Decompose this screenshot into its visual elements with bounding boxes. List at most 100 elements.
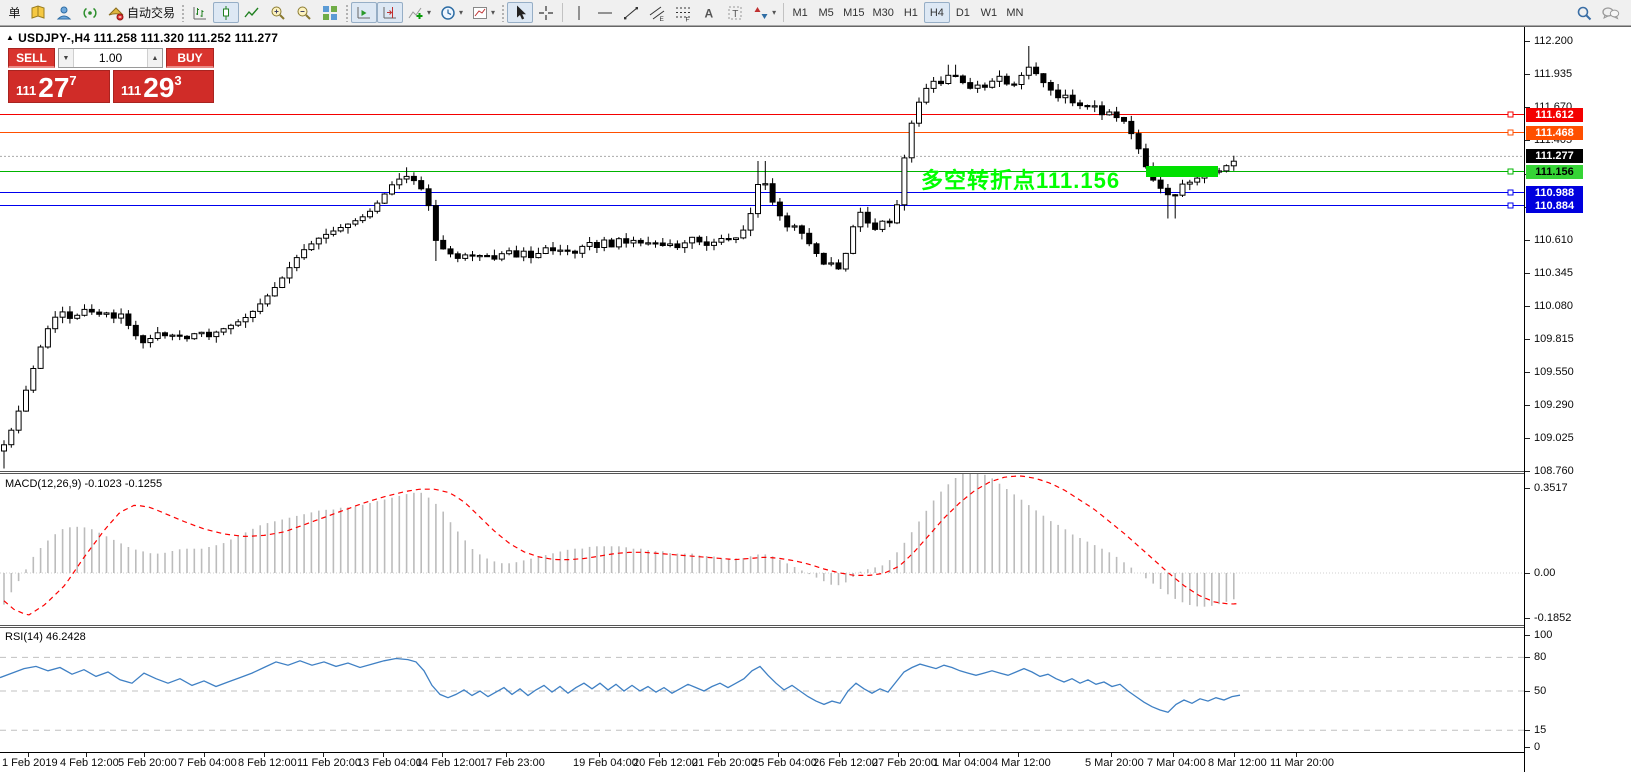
chart-shift-button[interactable] [377, 2, 404, 23]
candle-body [901, 157, 908, 206]
accounts-button[interactable] [51, 2, 77, 23]
candle-body [755, 184, 761, 215]
timeframe-m30[interactable]: M30 [872, 6, 894, 19]
price-tag: 111.156 [1526, 164, 1583, 179]
sell-price-big: 27 [38, 72, 70, 103]
volume-input[interactable]: 1.00 [98, 51, 123, 65]
history-center-button[interactable] [25, 2, 51, 23]
time-label: 19 Feb 04:00 [573, 757, 638, 769]
buy-button[interactable]: BUY [166, 48, 214, 68]
macd-pane[interactable] [0, 474, 1524, 625]
arrows-button[interactable]: ▾ [748, 2, 780, 23]
axis-label: 109.550 [1534, 366, 1574, 379]
text-button[interactable]: A [696, 2, 722, 23]
candle-body [769, 183, 776, 203]
bar-chart-button[interactable] [187, 2, 213, 23]
chat-button[interactable] [1597, 2, 1625, 23]
collapse-arrow-icon[interactable]: ▲ [6, 33, 15, 42]
bar-chart-icon [191, 4, 209, 22]
candle-body [132, 324, 139, 337]
candle-body [367, 210, 373, 218]
price-axis[interactable]: 112.200111.935111.670111.405111.140110.8… [1524, 27, 1631, 772]
timeframe-h4[interactable]: H4 [923, 2, 950, 23]
candlestick-chart-button[interactable] [213, 2, 240, 23]
candle-body [879, 220, 886, 230]
zoom-out-button[interactable] [291, 2, 317, 23]
axis-tick [1525, 618, 1530, 619]
timeframe-w1[interactable]: W1 [980, 6, 998, 19]
timeframe-mn[interactable]: MN [1006, 6, 1024, 19]
autotrading-button[interactable]: 自动交易 [103, 2, 179, 23]
time-axis[interactable]: 1 Feb 2019 4 Feb 12:00 5 Feb 20:00 7 Feb 04… [0, 752, 1524, 772]
candle-body [506, 250, 513, 255]
auto-scroll-button[interactable] [351, 2, 378, 23]
tile-windows-button[interactable] [317, 2, 343, 23]
candle-body [1230, 160, 1237, 167]
new-order-button[interactable]: 单 [2, 2, 25, 23]
timeframe-h1[interactable]: H1 [903, 6, 918, 19]
candle-body [257, 303, 264, 312]
level-line-handle[interactable] [1507, 168, 1514, 175]
rsi-pane[interactable] [0, 628, 1524, 752]
candle-body [908, 122, 915, 159]
candle-body [323, 233, 330, 239]
candle-body [762, 183, 769, 186]
candle-body [718, 238, 725, 243]
main-chart[interactable] [0, 27, 1524, 471]
candle-body [1018, 74, 1025, 86]
buy-price-display[interactable]: 111 29 3 [113, 70, 214, 103]
signals-button[interactable] [77, 2, 103, 23]
timeframe-m15[interactable]: M15 [843, 6, 865, 19]
equidistant-channel-button[interactable]: E [644, 2, 670, 23]
fibonacci-button[interactable]: F [670, 2, 696, 23]
indicators-button[interactable]: ▾ [403, 2, 435, 23]
candle-body [279, 277, 286, 288]
zoom-in-button[interactable] [265, 2, 291, 23]
level-line-handle[interactable] [1507, 202, 1514, 209]
text-label-button[interactable]: T [722, 2, 748, 23]
level-line-handle[interactable] [1507, 111, 1514, 118]
candle-body [1047, 82, 1054, 91]
volume-stepper: ▼ 1.00 ▲ [58, 48, 163, 68]
candle-body [630, 239, 637, 244]
horizontal-line-icon [596, 4, 614, 22]
search-button[interactable] [1571, 2, 1597, 23]
text-label-icon: T [726, 4, 744, 22]
timeframe-m1[interactable]: M1 [792, 6, 808, 19]
vertical-line-button[interactable] [566, 2, 592, 23]
time-tick [86, 753, 87, 757]
templates-button[interactable]: ▾ [467, 2, 499, 23]
candle-body [945, 74, 952, 84]
candle-body [711, 241, 717, 246]
pane-divider[interactable] [0, 625, 1631, 628]
timeframe-m5[interactable]: M5 [818, 6, 834, 19]
sell-price-display[interactable]: 111 27 7 [8, 70, 110, 103]
axis-label: 15 [1534, 724, 1547, 737]
macd-label: MACD(12,26,9) -0.1023 -0.1255 [5, 478, 163, 490]
horizontal-line-button[interactable] [592, 2, 618, 23]
level-line-handle[interactable] [1507, 189, 1514, 196]
candle-body [886, 220, 893, 224]
candle-body [301, 249, 308, 259]
trendline-button[interactable] [618, 2, 644, 23]
dropdown-arrow-icon: ▾ [427, 8, 432, 17]
crosshair-button[interactable] [533, 2, 559, 23]
candle-body [491, 255, 498, 260]
pane-divider[interactable] [0, 471, 1631, 474]
timeframe-d1[interactable]: D1 [955, 6, 970, 19]
candle-body [227, 324, 234, 330]
pivot-highlight[interactable] [1146, 166, 1218, 177]
time-tick [1111, 753, 1112, 757]
sell-button[interactable]: SELL [8, 48, 55, 68]
one-click-trading-panel: SELL ▼ 1.00 ▲ BUY 111 27 7 111 29 3 [8, 48, 216, 103]
line-chart-button[interactable] [239, 2, 265, 23]
candle-body [784, 215, 791, 228]
volume-increase-button[interactable]: ▲ [147, 49, 162, 67]
candle-body [23, 389, 29, 412]
level-line-handle[interactable] [1507, 129, 1514, 136]
cursor-button[interactable] [507, 2, 534, 23]
svg-text:F: F [686, 16, 690, 22]
time-tick [264, 753, 265, 757]
periods-button[interactable]: ▾ [435, 2, 467, 23]
volume-decrease-button[interactable]: ▼ [59, 49, 74, 67]
